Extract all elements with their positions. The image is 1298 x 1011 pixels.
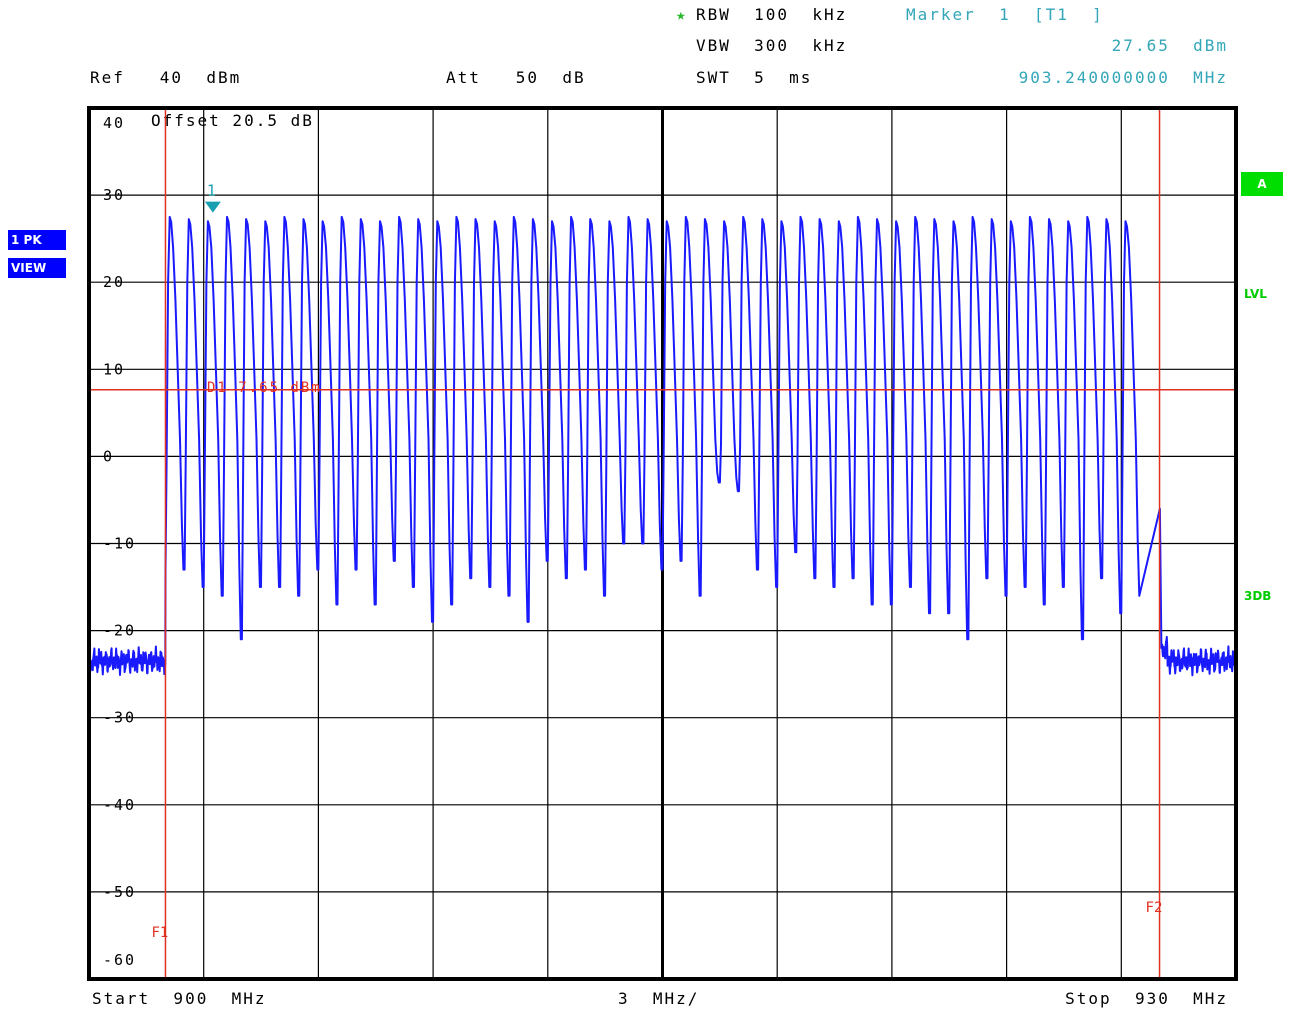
y-tick-label: 40 — [103, 114, 125, 132]
rbw-readout: RBW 100 kHz — [696, 5, 848, 24]
marker-level: 27.65 dBm — [1111, 36, 1228, 55]
frequency-line-label: F2 — [1146, 900, 1163, 916]
3db-indicator: 3DB — [1244, 589, 1272, 603]
marker-1-label: 1 — [207, 182, 216, 200]
rbw-star-icon: ★ — [676, 5, 688, 24]
trace-mode-badge[interactable]: 1 PK — [8, 230, 66, 250]
y-tick-label: 10 — [103, 360, 125, 378]
y-tick-label: -50 — [103, 883, 136, 901]
y-tick-label: 30 — [103, 186, 125, 204]
y-tick-label: 20 — [103, 273, 125, 291]
marker-1-icon — [204, 201, 221, 213]
y-tick-label: -30 — [103, 709, 136, 727]
display-line-label: D1 7.65 dBm — [207, 380, 322, 396]
vbw-readout: VBW 300 kHz — [696, 36, 848, 55]
y-tick-label: -40 — [103, 796, 136, 814]
sweep-time: SWT 5 ms — [696, 68, 813, 87]
lvl-indicator: LVL — [1244, 287, 1267, 301]
y-tick-label: -10 — [103, 535, 136, 553]
plot-frame — [87, 106, 1238, 981]
y-tick-label: 0 — [103, 447, 114, 465]
attenuation: Att 50 dB — [446, 68, 586, 87]
frequency-per-division: 3 MHz/ — [618, 989, 700, 1008]
ref-level: Ref 40 dBm — [90, 68, 242, 87]
start-frequency: Start 900 MHz — [92, 989, 267, 1008]
y-tick-label: -60 — [103, 951, 136, 969]
y-tick-label: -20 — [103, 622, 136, 640]
marker-frequency: 903.240000000 MHz — [1018, 68, 1228, 87]
trace-view-badge[interactable]: VIEW — [8, 258, 66, 278]
frequency-line-label: F1 — [151, 925, 168, 941]
trace-1-line — [88, 215, 1237, 677]
stop-frequency: Stop 930 MHz — [1065, 989, 1228, 1008]
offset-label: Offset 20.5 dB — [151, 111, 314, 130]
marker-title: Marker 1 [T1 ] — [906, 5, 1104, 24]
trace-a-badge[interactable]: A — [1241, 172, 1283, 196]
